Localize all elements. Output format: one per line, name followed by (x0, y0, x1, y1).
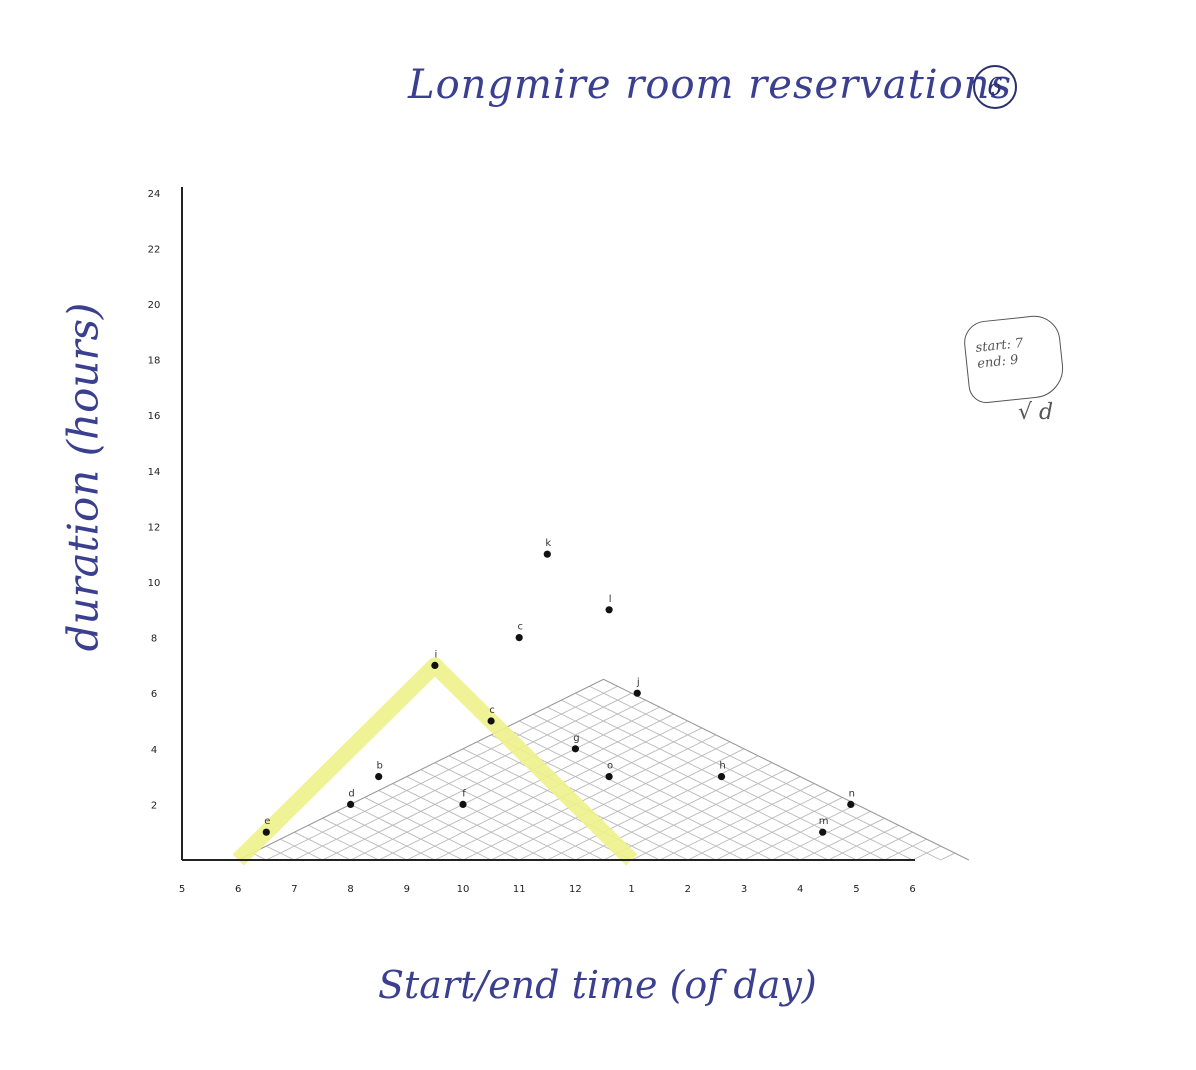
data-point (605, 773, 613, 781)
x-tick-label: 2 (685, 884, 691, 895)
x-tick-label: 1 (628, 884, 634, 895)
grid-line (547, 706, 857, 861)
data-point (847, 800, 855, 809)
y-tick-label: 8 (151, 634, 157, 645)
grid-line (322, 699, 646, 861)
x-tick-label: 3 (741, 884, 747, 895)
grid-line (266, 685, 618, 861)
data-point (633, 689, 641, 697)
y-tick-label: 20 (148, 300, 161, 311)
x-tick-label: 7 (291, 884, 297, 895)
data-point-label: l (609, 594, 612, 605)
grid-line (603, 769, 787, 861)
grid-line (828, 824, 899, 861)
page-number-badge: 6 (973, 65, 1017, 109)
data-point-label: o (607, 761, 613, 772)
grid-line (448, 755, 660, 861)
grid-line (490, 741, 731, 861)
y-tick-label: 10 (148, 578, 161, 589)
x-tick-label: 6 (235, 884, 241, 895)
data-point-label: n (849, 788, 855, 799)
data-point (605, 606, 613, 614)
grid-line (715, 797, 843, 861)
grid-line (434, 762, 632, 861)
grid-line (364, 797, 492, 861)
x-tick-label: 8 (347, 884, 353, 895)
grid-line (294, 831, 351, 861)
x-tick-label: 5 (179, 884, 185, 895)
grid-line (280, 838, 323, 861)
grid-line (589, 685, 941, 861)
grid-line (350, 803, 464, 861)
grid-line (322, 817, 407, 861)
grid-line (659, 783, 815, 861)
grid-line (420, 769, 604, 861)
y-tick-label: 14 (148, 467, 161, 478)
data-point (431, 661, 439, 670)
x-axis-label: Start/end time (of day) (378, 963, 817, 1007)
data-point (459, 800, 467, 809)
grid-line (519, 720, 801, 861)
x-tick-label: 10 (457, 884, 470, 895)
grid-line (378, 790, 520, 861)
data-point (543, 550, 551, 558)
grid-line (561, 699, 885, 861)
data-point (515, 634, 523, 642)
data-point-label: i (435, 649, 438, 660)
note-check-mark: √ d (1018, 400, 1054, 425)
data-point-label: b (377, 761, 383, 772)
grid-line (266, 845, 295, 861)
grid-line (940, 852, 955, 861)
x-tick-label: 12 (569, 884, 582, 895)
x-tick-label: 5 (853, 884, 859, 895)
grid-line (504, 727, 773, 861)
y-tick-label: 12 (148, 522, 161, 533)
grid-line (308, 824, 379, 861)
y-tick-label: 2 (151, 800, 157, 811)
grid-line (547, 755, 759, 861)
data-point (717, 773, 726, 781)
x-tick-label: 11 (513, 884, 526, 895)
data-point-label: c (489, 705, 495, 716)
data-point-label: g (573, 733, 579, 744)
x-tick-label: 4 (797, 884, 803, 895)
grid-line (476, 741, 717, 861)
grid-line (884, 838, 927, 861)
data-point-label: m (819, 816, 829, 827)
y-tick-label: 18 (148, 356, 161, 367)
y-tick-label: 6 (151, 689, 157, 700)
chart-title: Longmire room reservations (408, 62, 1012, 108)
triangle-outline (237, 678, 970, 861)
data-point-label: h (719, 761, 725, 772)
grid-line (771, 810, 871, 861)
data-point (571, 745, 580, 753)
data-point-label: k (545, 538, 551, 549)
grid-line (378, 713, 674, 861)
data-point (347, 800, 355, 809)
y-tick-label: 16 (148, 411, 161, 422)
data-point-label: f (462, 788, 466, 799)
grid-line (575, 692, 913, 861)
data-point (375, 773, 383, 781)
y-tick-label: 4 (151, 745, 157, 756)
data-point-label: j (636, 677, 640, 688)
y-tick-label: 24 (148, 189, 161, 200)
y-tick-label: 22 (148, 244, 161, 255)
data-point (819, 828, 827, 836)
grid-line (336, 810, 436, 861)
x-tick-label: 9 (404, 884, 410, 895)
data-point-label: d (348, 788, 354, 799)
grid-line (392, 783, 548, 861)
x-tick-label: 6 (909, 884, 915, 895)
grid-line (533, 713, 829, 861)
data-point (262, 828, 270, 836)
data-point-label: c (517, 622, 523, 633)
data-point (487, 717, 495, 725)
data-point-label: e (264, 816, 270, 827)
grid-line (406, 776, 576, 861)
